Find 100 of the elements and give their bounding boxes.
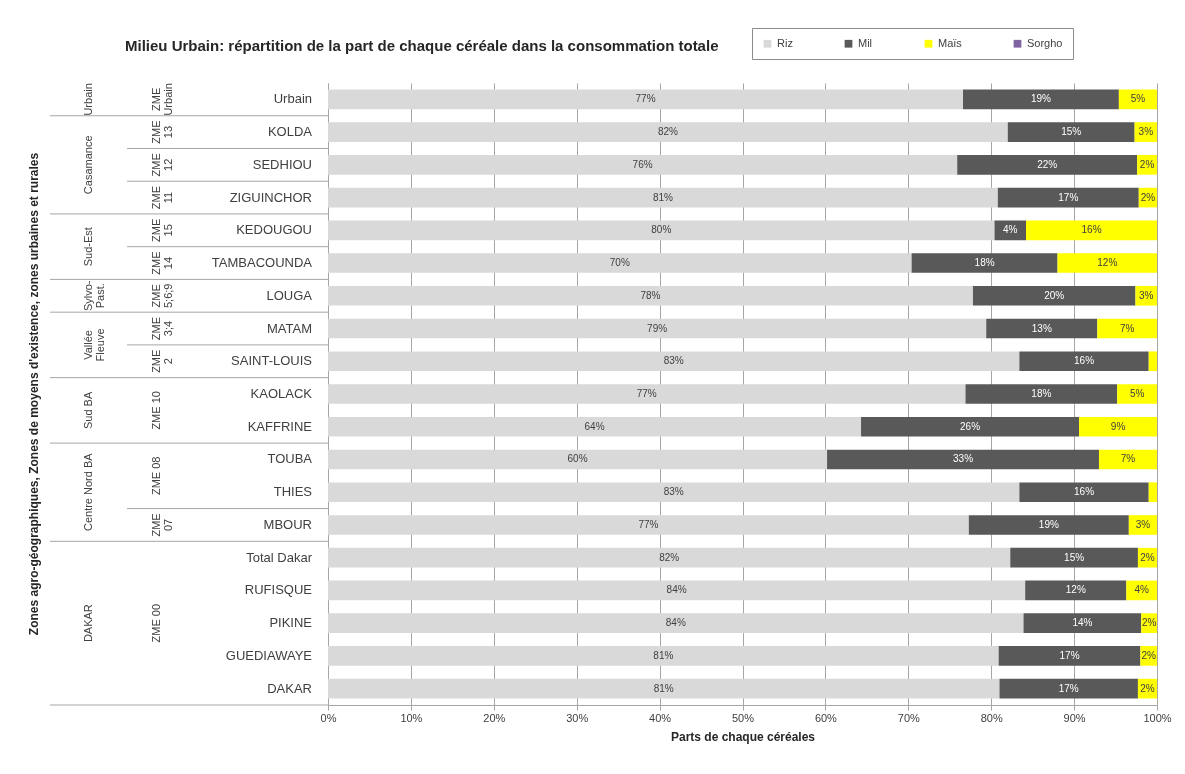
data-label: 78% <box>640 289 661 301</box>
x-tick-label: 80% <box>980 711 1003 724</box>
bar <box>827 449 1099 470</box>
chart-title: Milieu Urbain: répartition de la part de chaque céréale dans la consommation totale <box>125 36 719 54</box>
y-tick-label: KOLDA <box>267 124 313 140</box>
bar <box>1026 220 1157 241</box>
bar <box>998 646 1141 666</box>
bar <box>328 122 1008 142</box>
bar <box>328 646 999 666</box>
bar <box>1019 351 1149 372</box>
data-label: 17% <box>1058 191 1079 203</box>
text: ZME 3;4 <box>150 316 174 341</box>
text: Sud BA <box>81 391 94 430</box>
x-tick-label: 40% <box>649 711 672 724</box>
text: ZME Urbain <box>150 83 174 116</box>
y-tick-label: TAMBACOUNDA <box>211 255 313 271</box>
bar <box>328 449 828 470</box>
text: DAKAR <box>81 604 94 643</box>
data-label: 82% <box>657 126 679 138</box>
data-label: 2% <box>1141 617 1157 629</box>
data-label: 4% <box>1134 584 1149 596</box>
legend-label: Maïs <box>938 36 963 49</box>
data-label: 5% <box>1129 388 1145 399</box>
bar <box>1079 416 1157 437</box>
data-label: 18% <box>1031 388 1052 399</box>
bar <box>1057 253 1157 273</box>
y-tick-label: MATAM <box>266 320 312 336</box>
bar <box>328 89 964 110</box>
bar <box>997 187 1139 208</box>
data-label: 12% <box>1065 584 1086 596</box>
data-label: 60% <box>567 453 588 465</box>
data-label: 83% <box>663 355 684 367</box>
y-tick-label: THIES <box>273 484 313 500</box>
bar <box>1148 351 1157 372</box>
x-tick-label: 50% <box>731 711 755 724</box>
data-label: 82% <box>659 551 680 563</box>
data-label: 64% <box>584 420 605 432</box>
bar <box>1117 384 1157 404</box>
data-label: 83% <box>663 486 684 498</box>
data-label: 4% <box>1003 224 1018 236</box>
data-label: 80% <box>651 224 672 236</box>
bar <box>328 416 862 437</box>
x-tick-label: 60% <box>814 711 838 724</box>
legend-label: Mil <box>858 36 873 49</box>
data-label: 17% <box>1058 682 1079 694</box>
text: ZME 12 <box>150 153 174 177</box>
bar <box>968 515 1129 535</box>
bar <box>999 678 1138 699</box>
x-tick-label: 10% <box>400 711 423 724</box>
data-label: 79% <box>647 322 668 334</box>
bar <box>963 89 1119 110</box>
bar <box>328 187 998 208</box>
y-tick-label: SAINT-LOUIS <box>231 353 313 369</box>
data-label: 15% <box>1061 126 1082 138</box>
y-tick-label: KAFFRINE <box>247 418 313 434</box>
bar <box>328 351 1020 372</box>
data-label: 2% <box>1140 682 1155 694</box>
y-tick-label: Urbain <box>273 91 312 107</box>
text: ZME 14 <box>150 251 174 275</box>
x-tick-label: 20% <box>483 711 506 724</box>
y-tick-label: LOUGA <box>266 287 313 303</box>
text: ZME 2 <box>150 349 174 373</box>
data-label: 70% <box>609 257 630 269</box>
bar <box>328 515 969 535</box>
bar <box>911 253 1058 273</box>
text: ZME 00 <box>150 603 162 643</box>
text: Centre Nord BA <box>81 452 94 532</box>
data-label: 19% <box>1030 93 1052 105</box>
data-label: 5% <box>1130 93 1146 105</box>
data-label: 22% <box>1037 158 1058 170</box>
bar <box>328 155 958 175</box>
bar <box>965 384 1118 404</box>
data-label: 77% <box>638 518 659 530</box>
data-label: 9% <box>1110 420 1126 432</box>
text: Casamance <box>81 135 94 195</box>
bar <box>328 285 973 306</box>
y-tick-label: DAKAR <box>267 680 312 696</box>
bar <box>1010 547 1138 568</box>
bar <box>1098 449 1157 470</box>
data-label: 16% <box>1074 355 1095 367</box>
bar <box>1025 580 1127 601</box>
data-label: 2% <box>1140 191 1156 203</box>
x-tick-label: 30% <box>566 711 589 724</box>
y-tick-label: GUEDIAWAYE <box>225 647 313 663</box>
bar <box>328 547 1011 568</box>
x-tick-label: 90% <box>1063 711 1086 724</box>
data-label: 81% <box>653 682 674 694</box>
bar <box>328 384 966 404</box>
data-label: 77% <box>635 93 656 105</box>
bar <box>328 580 1026 601</box>
data-label: 16% <box>1081 224 1102 236</box>
data-label: 12% <box>1097 257 1118 269</box>
text: Urbain <box>81 83 94 116</box>
bar <box>972 285 1136 306</box>
text: Vallée Fleuve <box>81 328 106 362</box>
y-tick-label: MBOUR <box>263 516 312 532</box>
bar <box>957 155 1138 175</box>
text: ZME 10 <box>150 391 162 430</box>
bar <box>328 613 1024 633</box>
data-label: 15% <box>1064 551 1085 563</box>
